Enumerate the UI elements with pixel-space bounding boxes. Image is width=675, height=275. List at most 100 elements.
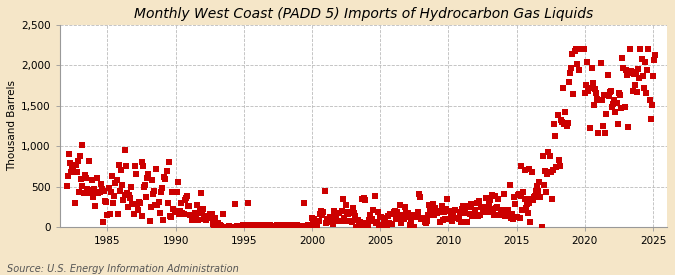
Point bbox=[408, 213, 418, 218]
Point bbox=[232, 224, 242, 229]
Point bbox=[626, 69, 637, 74]
Point bbox=[403, 214, 414, 219]
Point bbox=[514, 216, 525, 221]
Point bbox=[529, 195, 539, 199]
Point bbox=[481, 195, 491, 200]
Point bbox=[362, 223, 373, 228]
Point bbox=[644, 98, 655, 103]
Point bbox=[519, 197, 530, 202]
Point bbox=[136, 160, 147, 164]
Point bbox=[435, 220, 446, 224]
Point bbox=[449, 216, 460, 221]
Point bbox=[188, 215, 198, 220]
Point bbox=[389, 209, 400, 214]
Point bbox=[160, 177, 171, 181]
Point bbox=[425, 208, 435, 212]
Point bbox=[560, 110, 571, 114]
Point bbox=[601, 112, 612, 116]
Point bbox=[489, 213, 500, 217]
Point bbox=[354, 219, 365, 224]
Point bbox=[451, 215, 462, 220]
Point bbox=[132, 202, 142, 207]
Point bbox=[483, 210, 493, 214]
Point bbox=[213, 221, 223, 226]
Point bbox=[284, 223, 295, 227]
Point bbox=[298, 225, 308, 229]
Point bbox=[180, 196, 191, 201]
Point bbox=[444, 208, 455, 213]
Point bbox=[317, 213, 327, 217]
Point bbox=[185, 213, 196, 217]
Point bbox=[170, 209, 181, 214]
Point bbox=[437, 218, 448, 222]
Point bbox=[454, 210, 465, 214]
Point bbox=[489, 194, 500, 198]
Point bbox=[406, 219, 416, 224]
Point bbox=[162, 201, 173, 205]
Point bbox=[304, 223, 315, 228]
Point bbox=[619, 105, 630, 109]
Point bbox=[515, 164, 526, 169]
Point bbox=[135, 201, 146, 205]
Point bbox=[296, 224, 307, 228]
Point bbox=[293, 224, 304, 228]
Point bbox=[527, 198, 538, 202]
Point bbox=[356, 197, 367, 201]
Point bbox=[511, 215, 522, 220]
Point bbox=[221, 225, 232, 229]
Point bbox=[346, 220, 357, 224]
Point bbox=[418, 217, 429, 221]
Point bbox=[410, 215, 421, 219]
Point bbox=[472, 214, 483, 218]
Point bbox=[90, 190, 101, 194]
Point bbox=[268, 224, 279, 228]
Point bbox=[384, 221, 395, 225]
Point bbox=[394, 203, 405, 207]
Point bbox=[277, 223, 288, 227]
Point bbox=[607, 104, 618, 109]
Point bbox=[103, 186, 114, 190]
Point bbox=[603, 94, 614, 98]
Point bbox=[583, 89, 593, 94]
Point bbox=[433, 210, 443, 214]
Point bbox=[273, 224, 284, 229]
Point bbox=[475, 213, 485, 218]
Point bbox=[273, 223, 284, 227]
Point bbox=[313, 219, 323, 223]
Point bbox=[352, 218, 363, 222]
Point bbox=[303, 224, 314, 229]
Point bbox=[184, 204, 194, 209]
Point bbox=[142, 176, 153, 180]
Point bbox=[471, 201, 482, 205]
Point bbox=[234, 225, 245, 229]
Point bbox=[551, 164, 562, 169]
Point bbox=[100, 199, 111, 204]
Point bbox=[414, 192, 425, 196]
Point bbox=[559, 122, 570, 127]
Point bbox=[508, 217, 518, 221]
Point bbox=[70, 163, 81, 167]
Point bbox=[194, 209, 205, 213]
Point bbox=[363, 218, 374, 223]
Point bbox=[514, 192, 524, 197]
Point bbox=[579, 91, 590, 95]
Point bbox=[134, 200, 144, 205]
Point bbox=[165, 214, 176, 218]
Point bbox=[319, 189, 330, 193]
Point bbox=[271, 223, 282, 227]
Point bbox=[300, 225, 310, 229]
Point bbox=[491, 206, 502, 211]
Point bbox=[233, 224, 244, 229]
Point bbox=[624, 70, 634, 75]
Point bbox=[112, 212, 123, 216]
Point bbox=[130, 164, 140, 169]
Point bbox=[486, 193, 497, 198]
Point bbox=[107, 174, 117, 179]
Point bbox=[166, 215, 177, 219]
Point bbox=[358, 221, 369, 226]
Point bbox=[279, 224, 290, 229]
Point bbox=[150, 202, 161, 207]
Point bbox=[351, 225, 362, 229]
Point bbox=[536, 225, 547, 229]
Point bbox=[597, 98, 608, 102]
